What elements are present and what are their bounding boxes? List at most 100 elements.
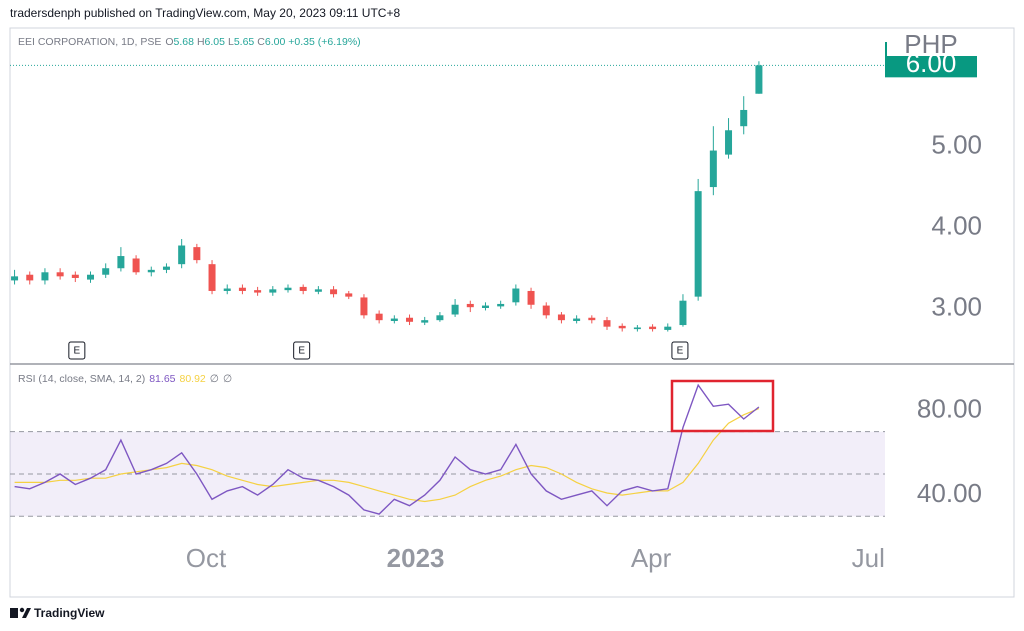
- candle-body: [633, 327, 641, 330]
- x-tick-label: Apr: [631, 543, 672, 573]
- candle-body: [497, 303, 505, 307]
- y-tick-label: 5.00: [931, 129, 982, 159]
- candle-body: [542, 305, 550, 316]
- symbol: EEI CORPORATION, 1D, PSE: [18, 36, 162, 48]
- candle-body: [345, 293, 353, 297]
- ohlc-value: 5.65: [233, 36, 255, 48]
- candle-body: [725, 130, 733, 155]
- rsi-legend: RSI (14, close, SMA, 14, 2) 81.65 80.92 ∅ ∅: [18, 373, 236, 385]
- rsi-value: 80.92: [179, 373, 206, 385]
- logo-part: [19, 607, 25, 613]
- ohlc-key: L: [227, 36, 234, 48]
- ohlc-value: 6.05: [204, 36, 225, 48]
- candle-body: [56, 272, 64, 277]
- candle-body: [694, 191, 702, 297]
- rsi-line: [14, 383, 760, 515]
- ohlc-item: H6.05: [197, 36, 225, 48]
- y-tick-label: 3.00: [931, 292, 982, 322]
- candle-body: [512, 288, 520, 303]
- event-marker: [293, 341, 311, 360]
- currency-label: PHP: [904, 29, 957, 59]
- candle-body: [26, 274, 34, 281]
- candle-body: [573, 318, 581, 321]
- candle-body: [162, 266, 170, 270]
- event-label: E: [298, 346, 305, 357]
- candle-body: [71, 274, 79, 278]
- publish-header: tradersdenph published on TradingView.co…: [10, 6, 401, 20]
- candle-body: [481, 305, 489, 308]
- rsi-title: RSI (14, close, SMA, 14, 2): [18, 373, 146, 385]
- candle-body: [664, 326, 672, 330]
- rsi-value: ∅: [222, 373, 233, 385]
- rsi-value: 81.65: [149, 373, 176, 385]
- candle-body: [223, 288, 231, 291]
- x-tick-label: Oct: [186, 543, 227, 573]
- candle-body: [603, 320, 611, 327]
- rsi-value: ∅: [209, 373, 219, 385]
- event-label: E: [677, 346, 684, 357]
- event-marker: [671, 341, 689, 360]
- candle-body: [208, 264, 216, 291]
- ohlc-key: O: [165, 36, 174, 48]
- candle-body: [11, 276, 19, 281]
- y-tick-label: 80.00: [917, 393, 982, 423]
- tv-logo: [10, 607, 31, 618]
- rsi-pane: 40.00 80.00 Oct 2023 Apr Jul: [10, 383, 982, 573]
- candle-body: [406, 317, 414, 322]
- candle-body: [102, 268, 110, 275]
- candle-body: [588, 317, 596, 321]
- ohlc-item: L5.65: [228, 36, 254, 48]
- candle-body: [421, 320, 429, 323]
- currency-bg: [885, 30, 977, 56]
- ohlc-value: 6.00: [264, 36, 286, 48]
- candle-body: [132, 258, 140, 273]
- candle-body: [740, 109, 748, 127]
- candle-body: [527, 290, 535, 305]
- candle-body: [299, 286, 307, 291]
- change: +0.35 (+6.19%): [288, 36, 361, 48]
- candle-body: [238, 287, 246, 291]
- logo-part: [10, 608, 18, 618]
- candle-body: [390, 318, 398, 321]
- rsi-line: [14, 408, 760, 503]
- rsi-band: [10, 431, 885, 517]
- footer-brand: TradingView: [34, 606, 105, 620]
- y-tick-label: 40.00: [917, 478, 982, 508]
- frame: [9, 27, 1015, 598]
- highlight-box: [670, 379, 775, 433]
- candle-body: [41, 272, 49, 281]
- ohlc-value: 5.68: [173, 36, 194, 48]
- ohlc-key: C: [257, 36, 265, 48]
- candle-body: [254, 290, 262, 293]
- candle-body: [178, 245, 186, 265]
- candle-body: [451, 304, 459, 315]
- logo-part: [22, 608, 31, 618]
- price-legend: EEI CORPORATION, 1D, PSE O5.68 H6.05 L5.65 C…: [18, 36, 365, 48]
- candle-body: [269, 289, 277, 293]
- candle-body: [466, 303, 474, 308]
- candle-body: [117, 256, 125, 269]
- price-pane: 3.00 4.00 5.00 6.00 PHP E E E: [10, 29, 982, 360]
- y-tick-label: 4.00: [931, 211, 982, 241]
- candle-body: [709, 150, 717, 188]
- candle-body: [375, 313, 383, 321]
- last-price-box: [885, 53, 977, 78]
- candle-body: [330, 289, 338, 295]
- candle-body: [87, 274, 95, 280]
- candle-body: [755, 65, 763, 94]
- candle-body: [360, 297, 368, 316]
- ohlc-item: O5.68: [165, 36, 194, 48]
- candle-body: [557, 314, 565, 321]
- event-label: E: [74, 346, 81, 357]
- ohlc-item: C6.00: [257, 36, 285, 48]
- x-tick-label: Jul: [852, 543, 885, 573]
- candle-body: [618, 325, 626, 329]
- candle-body: [314, 289, 322, 292]
- candle-body: [147, 269, 155, 273]
- ohlc-key: H: [196, 36, 205, 48]
- candle-body: [649, 326, 657, 330]
- candle-body: [284, 287, 292, 291]
- candle-body: [193, 247, 201, 261]
